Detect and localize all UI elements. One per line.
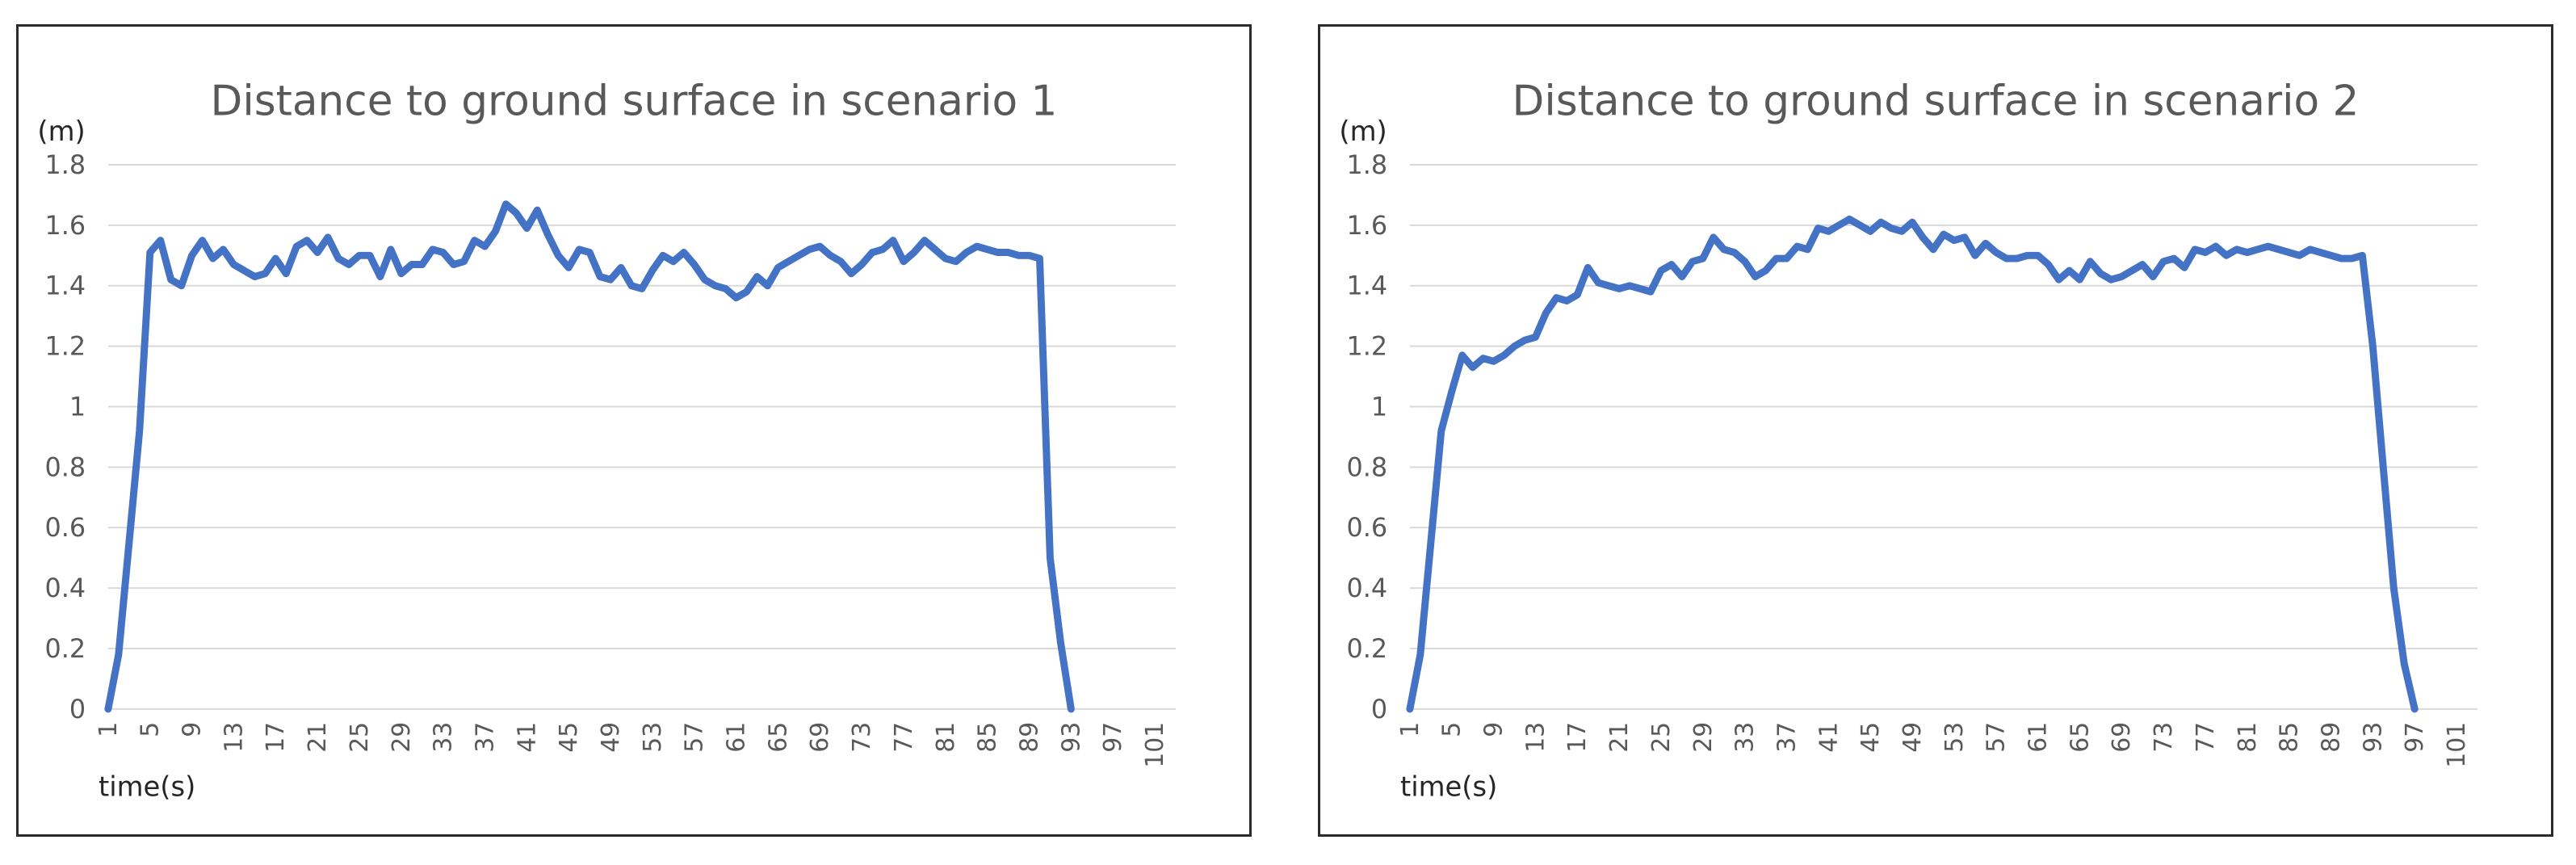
x-tick-label: 5 <box>1438 722 1466 737</box>
chart-title: Distance to ground surface in scenario 2 <box>1512 77 2360 125</box>
chart-scenario-1: Distance to ground surface in scenario 1… <box>16 24 1252 837</box>
x-tick-label: 57 <box>1982 722 2011 753</box>
x-tick-label: 33 <box>1731 722 1760 753</box>
y-axis-unit-label: (m) <box>37 115 85 147</box>
y-tick-label: 1.8 <box>44 150 86 180</box>
x-tick-label: 65 <box>2066 722 2094 753</box>
y-axis-unit-label: (m) <box>1339 115 1387 147</box>
x-tick-label: 41 <box>1815 722 1843 753</box>
x-tick-label: 77 <box>2192 722 2220 753</box>
y-tick-label: 1.8 <box>1346 150 1387 180</box>
y-tick-label: 1.4 <box>1346 271 1387 301</box>
chart-svg: Distance to ground surface in scenario 2… <box>1339 77 2477 802</box>
series-line <box>104 200 1075 713</box>
y-tick-label: 0.8 <box>1346 452 1387 482</box>
series-line <box>1406 215 2419 713</box>
y-tick-label: 0.8 <box>44 452 86 482</box>
y-tick-label: 1 <box>1371 392 1387 422</box>
y-tick-label: 0.6 <box>44 513 86 543</box>
x-tick-label: 9 <box>1480 722 1508 737</box>
y-tick-label: 0.4 <box>44 573 86 603</box>
y-tick-label: 0.2 <box>1346 634 1387 664</box>
chart-title: Distance to ground surface in scenario 1 <box>211 77 1058 125</box>
x-tick-label: 17 <box>1563 722 1592 753</box>
x-tick-label: 73 <box>2150 722 2178 753</box>
x-tick-label: 85 <box>974 722 1002 753</box>
x-tick-label: 29 <box>1689 722 1718 753</box>
x-tick-label: 17 <box>262 722 290 753</box>
y-tick-label: 0 <box>69 695 86 724</box>
x-tick-label: 93 <box>1057 722 1085 753</box>
x-tick-label: 37 <box>1773 722 1801 753</box>
x-tick-label: 33 <box>430 722 458 753</box>
x-tick-label: 69 <box>806 722 834 753</box>
y-tick-label: 1.6 <box>44 211 86 241</box>
x-tick-label: 93 <box>2359 722 2387 753</box>
x-tick-label: 37 <box>471 722 499 753</box>
x-tick-label: 13 <box>1521 722 1550 753</box>
x-axis-label: time(s) <box>99 771 195 802</box>
x-tick-label: 1 <box>1396 722 1424 737</box>
x-tick-label: 73 <box>848 722 876 753</box>
y-tick-label: 0.4 <box>1346 573 1387 603</box>
y-tick-label: 0.2 <box>44 634 86 664</box>
x-tick-label: 77 <box>890 722 918 753</box>
x-tick-label: 89 <box>1015 722 1043 753</box>
x-tick-label: 45 <box>1856 722 1885 753</box>
y-tick-label: 0.6 <box>1346 513 1387 543</box>
x-tick-label: 61 <box>2024 722 2053 753</box>
x-tick-label: 49 <box>1898 722 1927 753</box>
x-tick-label: 101 <box>2443 722 2471 768</box>
y-tick-label: 1.2 <box>44 332 86 362</box>
x-tick-label: 49 <box>597 722 625 753</box>
x-tick-label: 21 <box>1605 722 1634 753</box>
x-tick-label: 45 <box>555 722 583 753</box>
chart-svg: Distance to ground surface in scenario 1… <box>37 77 1176 802</box>
x-tick-label: 1 <box>94 722 123 737</box>
x-tick-label: 57 <box>681 722 709 753</box>
x-tick-label: 13 <box>220 722 248 753</box>
x-tick-label: 53 <box>639 722 667 753</box>
x-tick-label: 81 <box>2234 722 2262 753</box>
x-tick-label: 97 <box>1099 722 1127 753</box>
x-tick-label: 29 <box>388 722 416 753</box>
x-tick-label: 53 <box>1940 722 1969 753</box>
y-tick-label: 1.2 <box>1346 332 1387 362</box>
x-tick-label: 5 <box>136 722 165 737</box>
y-tick-label: 1.6 <box>1346 211 1387 241</box>
x-tick-label: 65 <box>764 722 792 753</box>
y-tick-label: 1.4 <box>44 271 86 301</box>
y-tick-label: 0 <box>1371 695 1387 724</box>
x-tick-label: 61 <box>723 722 751 753</box>
x-axis-label: time(s) <box>1400 771 1497 802</box>
x-tick-label: 25 <box>346 722 374 753</box>
x-tick-label: 97 <box>2401 722 2429 753</box>
x-tick-label: 101 <box>1141 722 1169 768</box>
x-tick-label: 25 <box>1647 722 1676 753</box>
x-tick-label: 41 <box>513 722 541 753</box>
y-tick-label: 1 <box>69 392 86 422</box>
x-tick-label: 89 <box>2317 722 2345 753</box>
chart-scenario-2: Distance to ground surface in scenario 2… <box>1318 24 2553 837</box>
x-tick-label: 69 <box>2108 722 2136 753</box>
x-tick-label: 9 <box>178 722 207 737</box>
x-tick-label: 21 <box>304 722 332 753</box>
x-tick-label: 85 <box>2276 722 2304 753</box>
x-tick-label: 81 <box>932 722 960 753</box>
